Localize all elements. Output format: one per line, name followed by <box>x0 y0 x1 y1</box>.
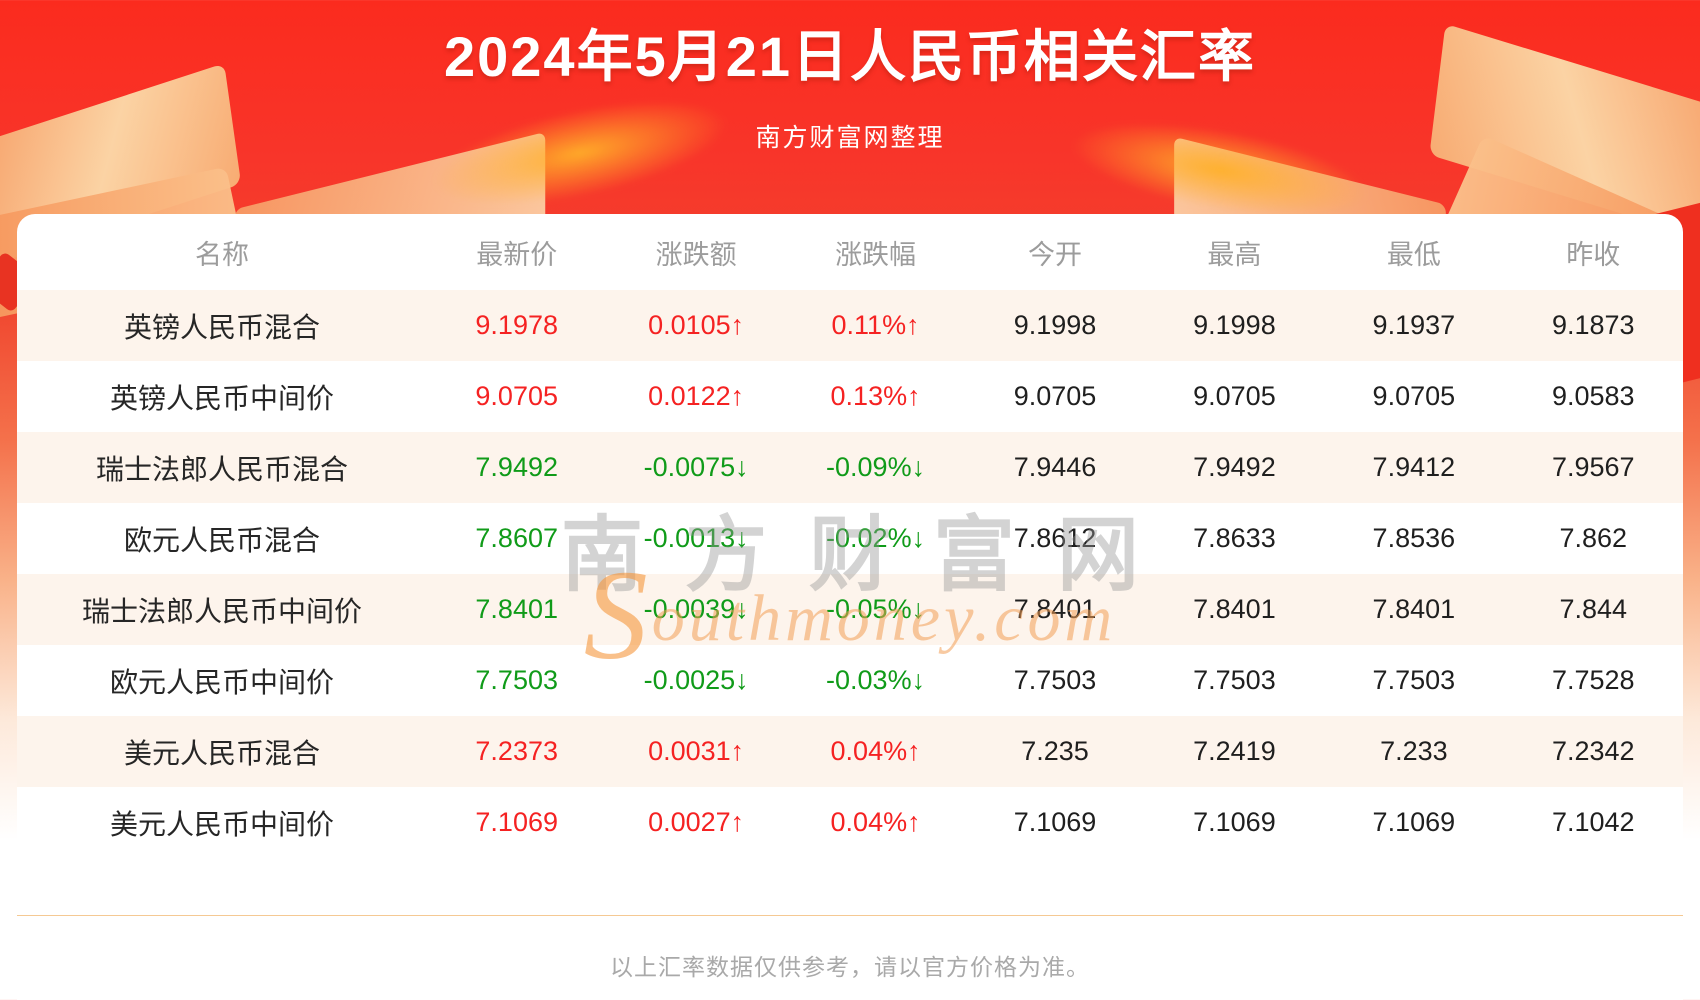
cell-change-amount: -0.0013↓ <box>643 523 749 553</box>
column-header: 涨跌额 <box>655 239 737 270</box>
cell-change-amount: 0.0105↑ <box>648 310 745 340</box>
cell-high: 7.2419 <box>1193 736 1276 766</box>
cell-change-amount: -0.0039↓ <box>643 594 749 624</box>
cell-low: 7.7503 <box>1372 665 1456 695</box>
cell-prev-close: 7.9567 <box>1551 452 1635 482</box>
table-row: 英镑人民币混合 9.1978 0.0105↑ 0.11%↑ 9.1998 9.1998 9.… <box>17 290 1683 361</box>
cell-change-amount: -0.0075↓ <box>643 452 749 482</box>
cell-change-percent: 0.13%↑ <box>830 381 921 411</box>
cell-latest-price: 7.2373 <box>475 736 558 766</box>
cell-change-percent: 0.04%↑ <box>830 736 921 766</box>
cell-low: 7.233 <box>1380 736 1448 766</box>
cell-name: 美元人民币中间价 <box>109 808 334 840</box>
cell-latest-price: 9.0705 <box>475 381 558 411</box>
cell-high: 7.8633 <box>1193 523 1276 553</box>
table-row: 欧元人民币中间价 7.7503 -0.0025↓ -0.03%↓ 7.7503 7.750… <box>17 645 1683 716</box>
cell-low: 9.1937 <box>1372 310 1456 340</box>
cell-latest-price: 7.8401 <box>475 594 558 624</box>
cell-high: 7.1069 <box>1193 807 1276 837</box>
cell-low: 7.9412 <box>1372 452 1456 482</box>
cell-prev-close: 9.0583 <box>1551 381 1635 411</box>
cell-high: 7.8401 <box>1193 594 1276 624</box>
cell-change-percent: -0.03%↓ <box>826 665 926 695</box>
cell-prev-close: 7.862 <box>1559 523 1628 553</box>
cell-high: 9.1998 <box>1193 310 1276 340</box>
cell-change-amount: -0.0025↓ <box>643 665 749 695</box>
page-subtitle: 南方财富网整理 <box>755 124 945 152</box>
cell-latest-price: 7.8607 <box>475 523 558 553</box>
cell-latest-price: 7.7503 <box>475 665 558 695</box>
cell-name: 英镑人民币混合 <box>123 311 320 343</box>
cell-open: 9.1998 <box>1013 310 1097 340</box>
cell-name: 欧元人民币中间价 <box>109 666 334 698</box>
column-header: 名称 <box>195 239 249 270</box>
cell-open: 9.0705 <box>1013 381 1097 411</box>
cell-prev-close: 7.7528 <box>1551 665 1635 695</box>
cell-name: 美元人民币混合 <box>123 737 320 769</box>
cell-high: 7.9492 <box>1193 452 1276 482</box>
cell-change-amount: 0.0122↑ <box>648 381 745 411</box>
column-header: 昨收 <box>1566 239 1621 270</box>
cell-open: 7.235 <box>1021 736 1089 766</box>
cell-open: 7.9446 <box>1013 452 1097 482</box>
cell-name: 瑞士法郎人民币中间价 <box>81 595 362 627</box>
rates-table-card: 名称 最新价 涨跌额 涨跌幅 今开 最高 最低 昨收 英镑人民币混合 9.1978 0.0105↑… <box>17 214 1683 1000</box>
column-header: 最低 <box>1386 239 1441 270</box>
cell-open: 7.7503 <box>1013 665 1097 695</box>
cell-latest-price: 9.1978 <box>475 310 558 340</box>
cell-open: 7.1069 <box>1013 807 1097 837</box>
cell-latest-price: 7.1069 <box>475 807 558 837</box>
cell-change-percent: -0.02%↓ <box>826 523 926 553</box>
cell-prev-close: 7.844 <box>1559 594 1628 624</box>
table-row: 瑞士法郎人民币混合 7.9492 -0.0075↓ -0.09%↓ 7.9446 7.94… <box>17 432 1683 503</box>
cell-low: 9.0705 <box>1372 381 1456 411</box>
cell-change-percent: 0.04%↑ <box>830 807 921 837</box>
table-row: 英镑人民币中间价 9.0705 0.0122↑ 0.13%↑ 9.0705 9.0705 9… <box>17 361 1683 432</box>
table-row: 美元人民币混合 7.2373 0.0031↑ 0.04%↑ 7.235 7.2419 7.2… <box>17 716 1683 787</box>
cell-change-percent: -0.05%↓ <box>826 594 926 624</box>
table-header: 名称 最新价 涨跌额 涨跌幅 今开 最高 最低 昨收 <box>17 214 1683 290</box>
cell-change-percent: 0.11%↑ <box>831 310 920 340</box>
cell-change-percent: -0.09%↓ <box>826 452 926 482</box>
table-row: 欧元人民币混合 7.8607 -0.0013↓ -0.02%↓ 7.8612 7.8633… <box>17 503 1683 574</box>
cell-latest-price: 7.9492 <box>475 452 558 482</box>
cell-name: 瑞士法郎人民币混合 <box>95 453 348 485</box>
table-row: 瑞士法郎人民币中间价 7.8401 -0.0039↓ -0.05%↓ 7.8401 7.8… <box>17 574 1683 645</box>
cell-change-amount: 0.0027↑ <box>648 807 745 837</box>
cell-prev-close: 7.2342 <box>1551 736 1635 766</box>
cell-low: 7.1069 <box>1372 807 1456 837</box>
cell-prev-close: 7.1042 <box>1551 807 1635 837</box>
cell-name: 英镑人民币中间价 <box>109 382 334 414</box>
page-title: 2024年5月21日人民币相关汇率 <box>443 25 1256 88</box>
cell-high: 9.0705 <box>1193 381 1276 411</box>
cell-open: 7.8612 <box>1013 523 1097 553</box>
table-body: 英镑人民币混合 9.1978 0.0105↑ 0.11%↑ 9.1998 9.1998 9.… <box>17 290 1683 858</box>
column-header: 今开 <box>1027 239 1082 270</box>
column-header: 最新价 <box>476 239 558 270</box>
cell-low: 7.8401 <box>1372 594 1456 624</box>
table-row: 美元人民币中间价 7.1069 0.0027↑ 0.04%↑ 7.1069 7.1069 7… <box>17 787 1683 858</box>
cell-low: 7.8536 <box>1372 523 1456 553</box>
disclaimer-text: 以上汇率数据仅供参考，请以官方价格为准。 <box>17 915 1683 982</box>
cell-prev-close: 9.1873 <box>1551 310 1635 340</box>
page-header: 2024年5月21日人民币相关汇率 南方财富网整理 <box>0 22 1700 154</box>
cell-name: 欧元人民币混合 <box>123 524 320 556</box>
cell-open: 7.8401 <box>1013 594 1097 624</box>
cell-change-amount: 0.0031↑ <box>648 736 745 766</box>
column-header: 最高 <box>1207 239 1262 270</box>
column-header: 涨跌幅 <box>835 239 917 270</box>
cell-high: 7.7503 <box>1193 665 1276 695</box>
